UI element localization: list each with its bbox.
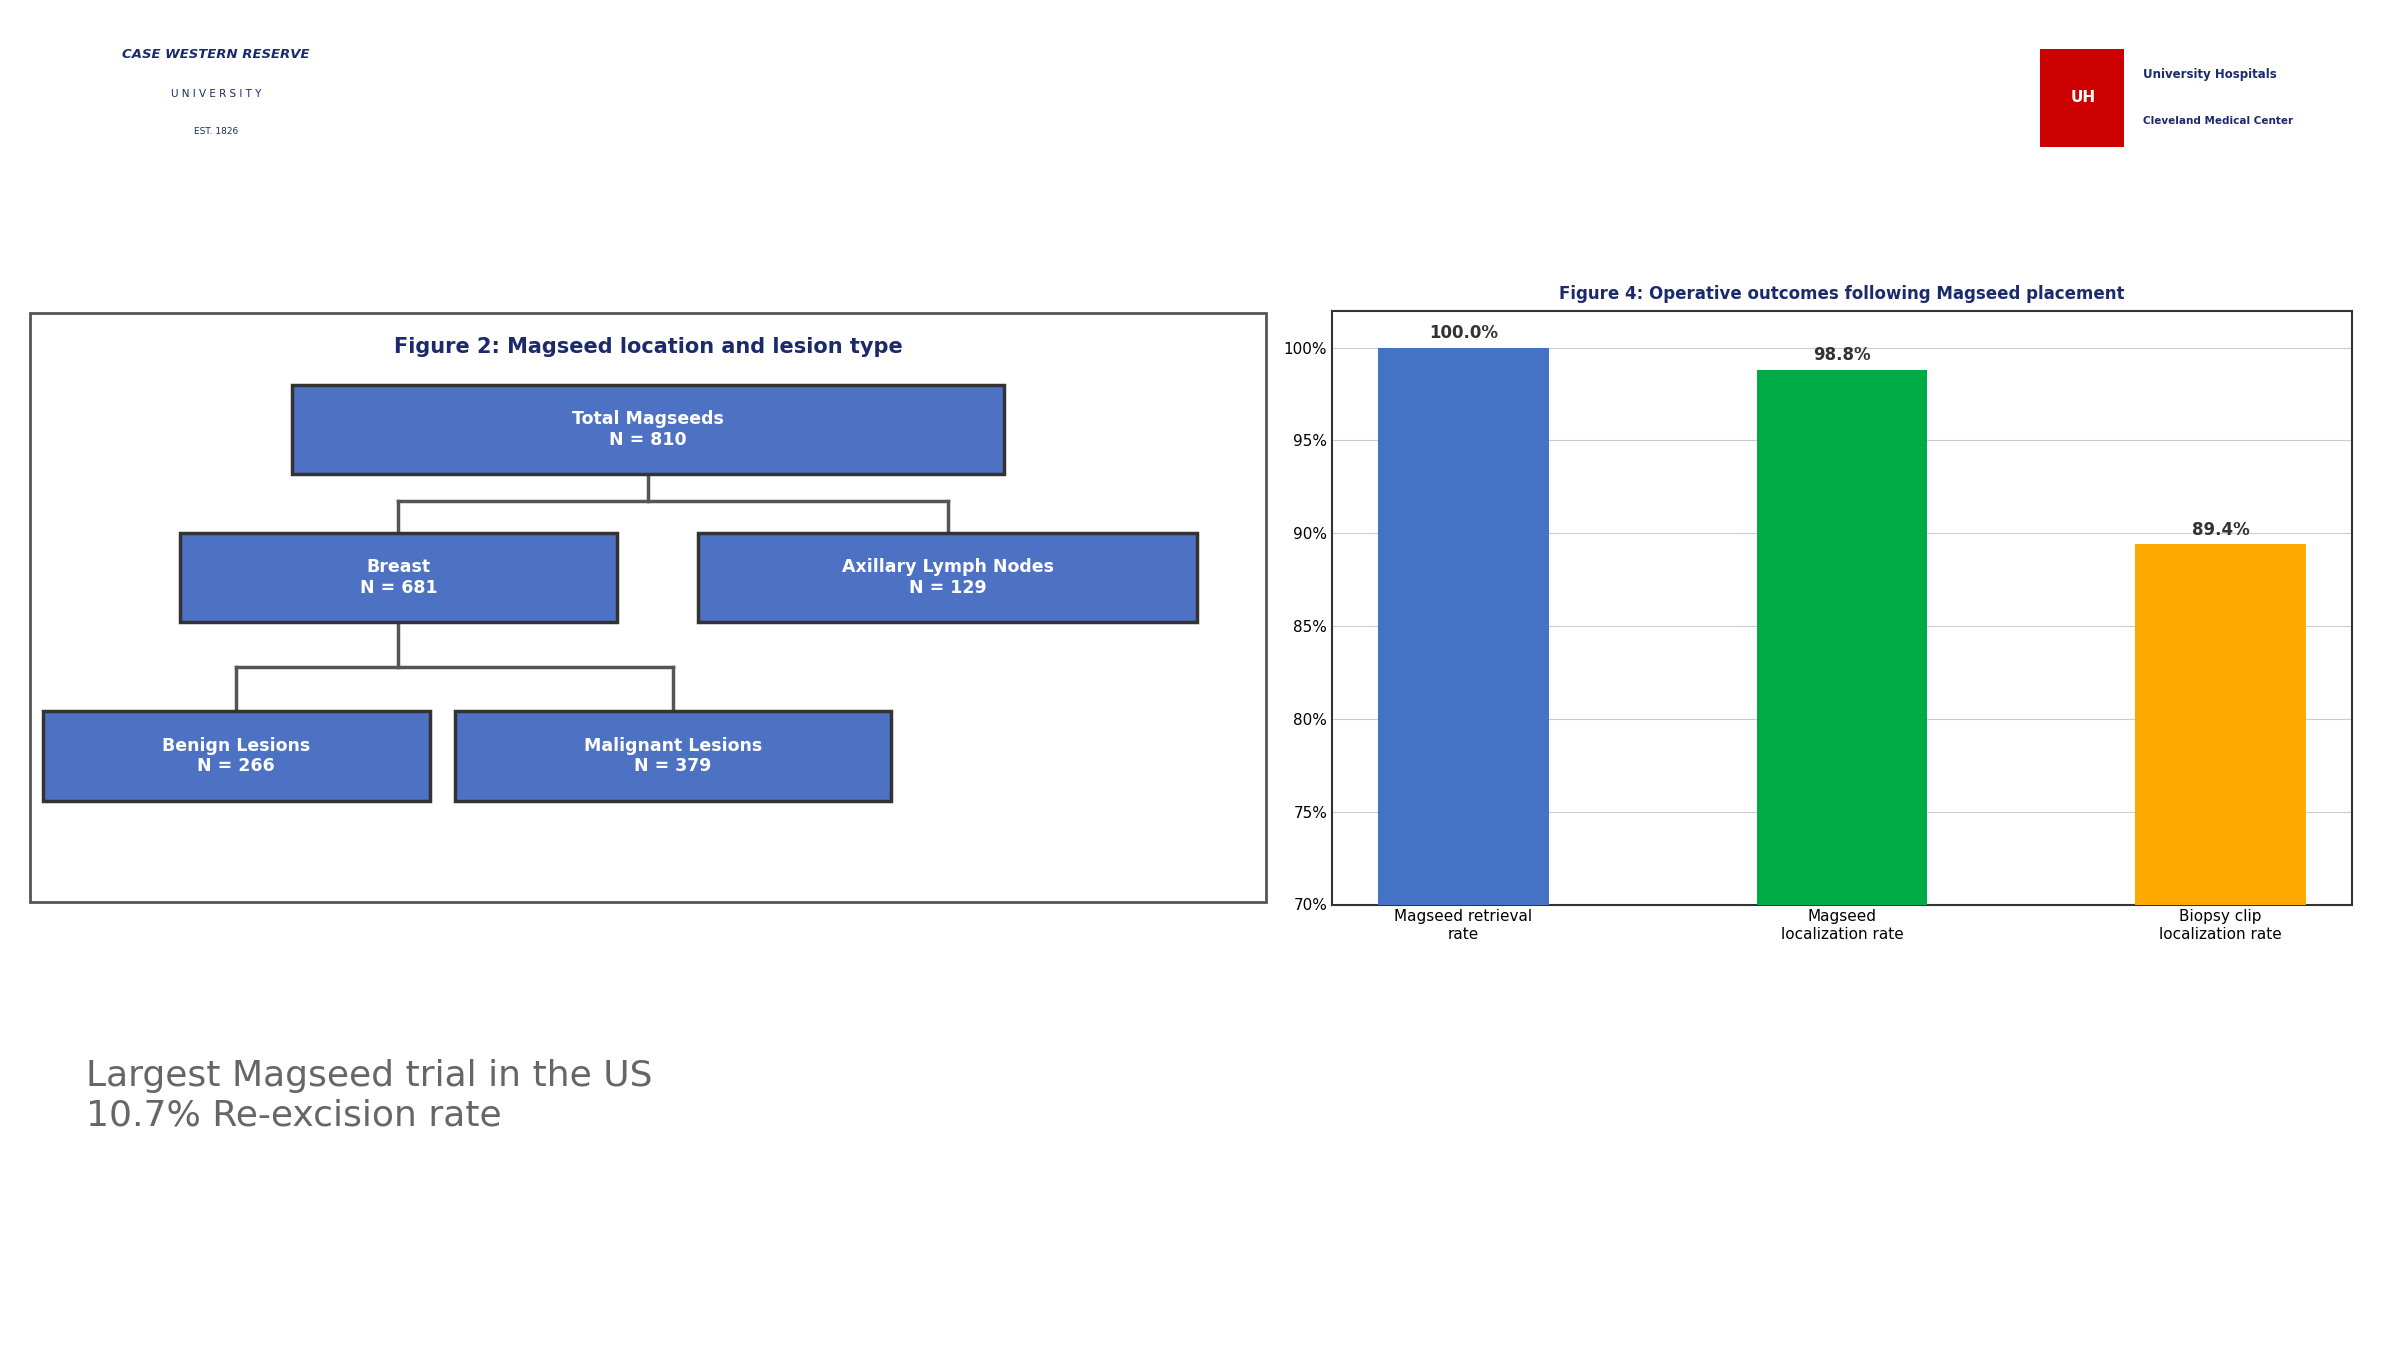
Text: Axillary Lymph Nodes
N = 129: Axillary Lymph Nodes N = 129 <box>842 559 1054 597</box>
Text: Breast
N = 681: Breast N = 681 <box>360 559 437 597</box>
Text: Total Magseeds
N = 810: Total Magseeds N = 810 <box>571 410 725 448</box>
Text: Hospital system rollout and initial experience with stainless steel
magnetized s: Hospital system rollout and initial expe… <box>785 62 1711 113</box>
Text: CASE WESTERN RESERVE: CASE WESTERN RESERVE <box>122 49 310 61</box>
FancyBboxPatch shape <box>43 711 430 801</box>
FancyBboxPatch shape <box>2040 49 2124 147</box>
Text: Megan E. Miller MD, Pam Li MD, Mary Freyvogel MD, Ian Greenwalt MD, Lisa Rock MD: Megan E. Miller MD, Pam Li MD, Mary Frey… <box>907 230 1589 256</box>
Text: Figure 2: Magseed location and lesion type: Figure 2: Magseed location and lesion ty… <box>394 338 902 358</box>
FancyBboxPatch shape <box>180 533 617 622</box>
Text: Benign Lesions
N = 266: Benign Lesions N = 266 <box>163 737 310 775</box>
Text: Malignant Lesions
N = 379: Malignant Lesions N = 379 <box>583 737 763 775</box>
Text: University Hospitals: University Hospitals <box>2143 68 2278 81</box>
Bar <box>1378 348 1548 1350</box>
FancyBboxPatch shape <box>31 313 1265 902</box>
Text: Cleveland Medical Center: Cleveland Medical Center <box>2143 116 2294 127</box>
FancyBboxPatch shape <box>454 711 890 801</box>
Text: UH: UH <box>2071 90 2095 105</box>
Text: 89.4%: 89.4% <box>2191 521 2249 539</box>
Text: Largest Magseed trial in the US
10.7% Re-excision rate: Largest Magseed trial in the US 10.7% Re… <box>86 1058 653 1133</box>
FancyBboxPatch shape <box>698 533 1198 622</box>
FancyBboxPatch shape <box>2028 9 2388 186</box>
Bar <box>2136 544 2306 1350</box>
Text: EST. 1826: EST. 1826 <box>194 127 238 135</box>
FancyBboxPatch shape <box>12 9 432 186</box>
Bar <box>1757 370 1927 1350</box>
Title: Figure 4: Operative outcomes following Magseed placement: Figure 4: Operative outcomes following M… <box>1560 285 2124 304</box>
Text: 100.0%: 100.0% <box>1428 324 1498 342</box>
Text: U N I V E R S I T Y: U N I V E R S I T Y <box>170 89 262 99</box>
Text: 98.8%: 98.8% <box>1812 347 1872 364</box>
FancyBboxPatch shape <box>293 385 1003 474</box>
Text: Poster # 581631: Poster # 581631 <box>96 235 238 251</box>
